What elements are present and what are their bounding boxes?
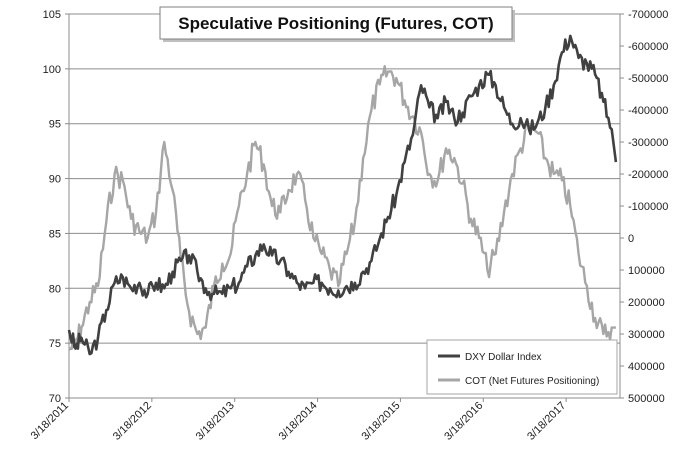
right-tick-label--700000: -700000 [628,9,668,21]
right-tick-label-100000: 100000 [628,265,665,277]
axes [65,13,624,402]
right-tick-label--100000: -100000 [628,201,668,213]
right-tick-label-300000: 300000 [628,329,665,341]
chart-title: Speculative Positioning (Futures, COT) [178,14,493,33]
title-box-frame [159,6,513,40]
left-tick-label-75: 75 [49,338,61,350]
chart-title-box: Speculative Positioning (Futures, COT) [159,6,515,42]
legend: DXY Dollar Index COT (Net Futures Positi… [426,339,618,395]
left-axis-ticks: 70 75 80 85 90 95 100 105 [43,9,61,405]
right-tick-label--300000: -300000 [628,137,668,149]
series-line-dxy [67,34,618,356]
right-tick-label--500000: -500000 [628,73,668,85]
right-tick-label-500000: 500000 [628,393,665,405]
series-lines [67,34,618,356]
left-tick-label-95: 95 [49,119,61,131]
left-tick-label-100: 100 [43,64,61,76]
series-line-cot [68,65,616,351]
left-tick-label-70: 70 [49,393,61,405]
legend-label-cot: COT (Net Futures Positioning) [465,376,599,387]
left-tick-label-80: 80 [49,283,61,295]
left-tick-label-85: 85 [49,228,61,240]
right-axis-ticks: -700000 -600000 -500000 -400000 -300000 -2000… [628,9,668,405]
right-tick-label-200000: 200000 [628,297,665,309]
left-tick-label-105: 105 [43,9,61,21]
right-tick-label--600000: -600000 [628,41,668,53]
right-tick-label--200000: -200000 [628,169,668,181]
right-tick-label--400000: -400000 [628,105,668,117]
right-tick-label-400000: 400000 [628,361,665,373]
legend-label-dxy: DXY Dollar Index [465,352,542,363]
left-tick-label-90: 90 [49,174,61,186]
legend-frame [426,339,618,395]
right-tick-label-0: 0 [628,233,634,245]
